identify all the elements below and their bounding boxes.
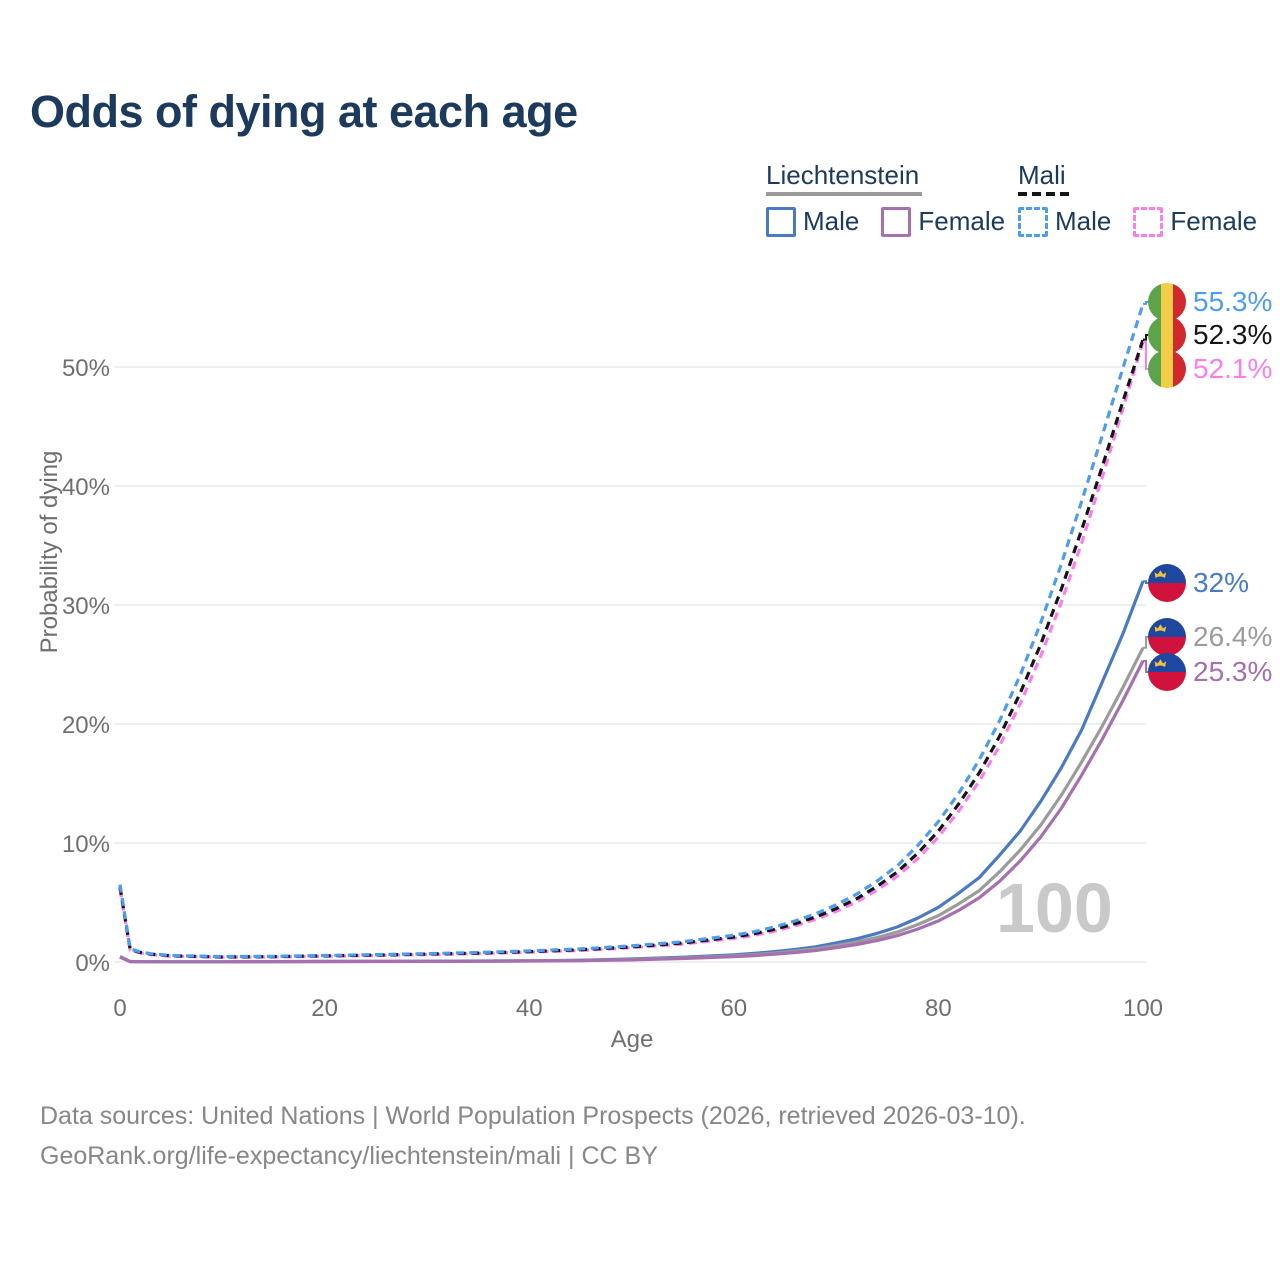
- endpoint-value: 52.1%: [1193, 353, 1273, 384]
- legend-group-liechtenstein: Liechtenstein Male Female: [766, 161, 1005, 237]
- legend-item-mali-male[interactable]: Male: [1018, 206, 1111, 237]
- legend-group-mali: Mali Male Female: [1018, 161, 1257, 237]
- y-axis-title: Probability of dying: [36, 450, 63, 654]
- series-line-liechtenstein-female: [119, 660, 1145, 964]
- series-line-mali: [118, 339, 1145, 959]
- series-line-liechtenstein-male: [119, 580, 1145, 964]
- endpoint-value: 52.3%: [1193, 319, 1273, 350]
- solid-blue-swatch-icon: [766, 206, 796, 237]
- solid-purple-swatch-icon: [881, 206, 912, 237]
- liechtenstein-flag-icon: [1148, 564, 1186, 602]
- x-tick-label: 40: [516, 995, 543, 1022]
- legend-item-liechtenstein-female[interactable]: Female: [881, 206, 1005, 237]
- x-tick-label: 100: [1123, 995, 1163, 1022]
- endpoint-label-mali-male: 55.3%: [1148, 283, 1272, 321]
- mali-flag-icon: [1148, 316, 1186, 354]
- endpoint-value: 26.4%: [1193, 621, 1273, 652]
- series-line-mali-female: [118, 341, 1145, 959]
- dashed-pink-swatch-icon: [1133, 206, 1164, 237]
- data-source-note: Data sources: United Nations | World Pop…: [40, 1102, 1026, 1130]
- y-tick-label: 30%: [62, 593, 110, 620]
- x-tick-label: 60: [720, 995, 747, 1022]
- age-frame-watermark: 100: [996, 869, 1113, 947]
- x-axis-title: Age: [610, 1026, 654, 1053]
- liechtenstein-flag-icon: [1148, 618, 1186, 656]
- x-tick-label: 80: [925, 995, 952, 1022]
- legend-item-liechtenstein-male[interactable]: Male: [766, 206, 859, 237]
- y-tick-label: 0%: [75, 950, 110, 977]
- legend-item-label: Male: [803, 206, 860, 236]
- endpoint-label-liechtenstein-total: 26.4%: [1148, 618, 1272, 656]
- y-tick-label: 50%: [62, 355, 110, 382]
- endpoint-label-liechtenstein-male: 32%: [1148, 564, 1249, 602]
- legend-item-label: Female: [918, 206, 1006, 236]
- legend-heading-mali: Mali: [1018, 160, 1066, 190]
- line-chart-canvas: 0% 10% 20% 30% 40% 50% 0 20 40 60 80 100: [62, 301, 1163, 1022]
- attribution-link[interactable]: GeoRank.org/life-expectancy/liechtenstei…: [40, 1142, 658, 1170]
- endpoint-value: 32%: [1193, 567, 1250, 598]
- legend-item-mali-female[interactable]: Female: [1133, 206, 1257, 237]
- legend-line-style-liechtenstein: [766, 192, 922, 196]
- page-title: Odds of dying at each age: [30, 86, 578, 137]
- legend-item-label: Male: [1055, 206, 1112, 236]
- endpoint-label-mali-total: 52.3%: [1148, 316, 1272, 354]
- mali-flag-icon: [1148, 350, 1186, 388]
- endpoint-value: 25.3%: [1193, 656, 1273, 687]
- series-line-liechtenstein: [119, 647, 1145, 964]
- y-tick-label: 10%: [62, 831, 110, 858]
- legend-item-label: Female: [1170, 206, 1258, 236]
- endpoint-label-liechtenstein-female: 25.3%: [1148, 653, 1272, 691]
- legend-line-style-mali: [1018, 192, 1070, 196]
- legend-heading-liechtenstein: Liechtenstein: [766, 160, 920, 190]
- x-tick-label: 20: [311, 995, 338, 1022]
- y-tick-label: 40%: [62, 474, 110, 501]
- endpoint-label-mali-female: 52.1%: [1148, 350, 1272, 388]
- dashed-blue-swatch-icon: [1018, 206, 1048, 237]
- endpoint-value: 55.3%: [1193, 286, 1273, 317]
- x-tick-label: 0: [113, 995, 126, 1022]
- y-tick-label: 20%: [62, 712, 110, 739]
- series-line-mali-male: [118, 303, 1145, 959]
- liechtenstein-flag-icon: [1148, 653, 1186, 691]
